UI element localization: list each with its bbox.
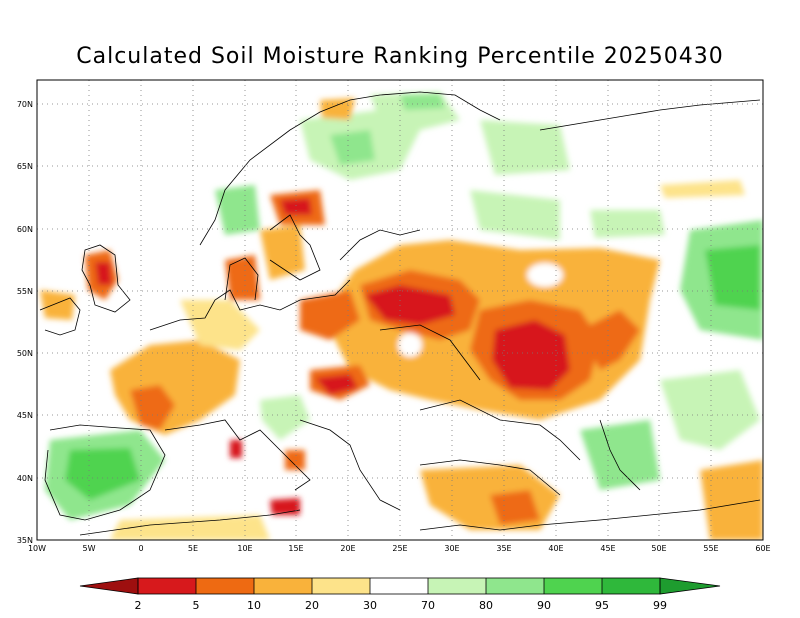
lon-label: 20E <box>340 544 355 553</box>
lon-label: 5W <box>83 544 96 553</box>
lon-label: 10E <box>237 544 252 553</box>
lat-label: 50N <box>17 349 33 358</box>
graticule <box>37 80 763 540</box>
colorbar-label: 90 <box>537 599 551 612</box>
colorbar-swatch <box>196 578 254 594</box>
lat-label: 40N <box>17 474 33 483</box>
colorbar-min-arrow <box>80 578 138 594</box>
colorbar-legend: 2 5 10 20 30 70 80 90 95 99 <box>79 577 721 612</box>
colorbar-swatch <box>312 578 370 594</box>
colorbar-label: 70 <box>421 599 435 612</box>
lon-label: 40E <box>548 544 563 553</box>
lon-label: 35E <box>496 544 511 553</box>
longitude-axis: 10W 5W 0 5E 10E 15E 20E 25E 30E 35E 40E … <box>28 544 771 553</box>
lon-label: 0 <box>138 544 143 553</box>
lat-label: 45N <box>17 411 33 420</box>
colorbar-label: 2 <box>135 599 142 612</box>
lon-label: 50E <box>651 544 666 553</box>
latitude-axis: 70N 65N 60N 55N 50N 45N 40N 35N <box>17 100 33 545</box>
colorbar-label: 10 <box>247 599 261 612</box>
coastlines <box>39 91 761 536</box>
colorbar-swatch <box>602 578 660 594</box>
colorbar-swatch <box>544 578 602 594</box>
lon-label: 15E <box>288 544 303 553</box>
lat-label: 60N <box>17 225 33 234</box>
lon-label: 10W <box>28 544 46 553</box>
lon-label: 25E <box>392 544 407 553</box>
colorbar-max-arrow <box>660 578 720 594</box>
colorbar-label: 30 <box>363 599 377 612</box>
colorbar-label: 95 <box>595 599 609 612</box>
lon-label: 30E <box>444 544 459 553</box>
colorbar-swatch <box>138 578 196 594</box>
colorbar-swatch <box>254 578 312 594</box>
lon-label: 5E <box>188 544 198 553</box>
lat-label: 55N <box>17 287 33 296</box>
colorbar-label: 20 <box>305 599 319 612</box>
lat-label: 65N <box>17 162 33 171</box>
lon-label: 45E <box>600 544 615 553</box>
lon-label: 55E <box>703 544 718 553</box>
lat-label: 35N <box>17 536 33 545</box>
colorbar-label: 80 <box>479 599 493 612</box>
colorbar-label: 99 <box>653 599 667 612</box>
map-title: Calculated Soil Moisture Ranking Percent… <box>76 44 724 69</box>
map-frame <box>36 79 764 541</box>
colorbar-swatch <box>486 578 544 594</box>
lat-label: 70N <box>17 100 33 109</box>
colorbar-swatch <box>428 578 486 594</box>
lon-label: 60E <box>755 544 770 553</box>
colorbar-label: 5 <box>193 599 200 612</box>
colorbar-swatch <box>370 578 428 594</box>
